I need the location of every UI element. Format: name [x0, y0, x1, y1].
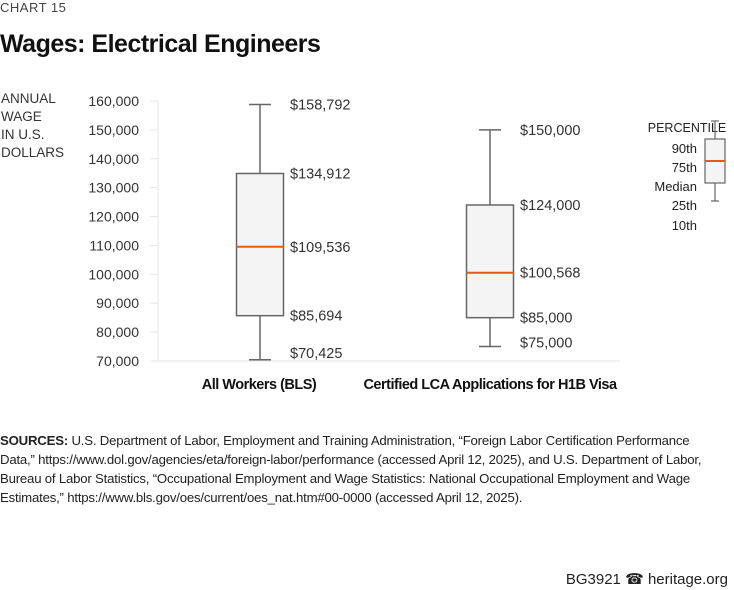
- y-tick-label: 130,000: [88, 180, 139, 196]
- y-tick-label: 90,000: [96, 295, 139, 311]
- sources-text: U.S. Department of Labor, Employment and…: [0, 433, 702, 505]
- value-label: $70,425: [290, 346, 342, 362]
- y-tick-label: 150,000: [88, 122, 139, 138]
- box-iqr: [235, 172, 285, 317]
- y-tick-label: 140,000: [88, 151, 139, 167]
- legend-item: 10th: [672, 218, 697, 233]
- chart-title: Wages: Electrical Engineers: [0, 30, 321, 58]
- category-label: All Workers (BLS): [202, 377, 317, 393]
- value-label: $85,694: [290, 309, 342, 325]
- box-iqr: [465, 204, 515, 319]
- value-label: $85,000: [520, 311, 572, 327]
- y-axis-label-line: WAGE: [1, 109, 42, 124]
- value-label: $109,536: [290, 240, 350, 256]
- y-axis-label-line: DOLLARS: [1, 145, 65, 160]
- y-axis-label-line: IN U.S.: [1, 127, 45, 142]
- y-tick-label: 70,000: [96, 353, 139, 369]
- sources-note: SOURCES: U.S. Department of Labor, Emplo…: [0, 431, 720, 507]
- site-name: heritage.org: [647, 571, 728, 588]
- report-code: BG3921: [565, 571, 621, 588]
- y-axis-label-line: ANNUAL: [1, 91, 56, 106]
- footer: BG3921 ☎ heritage.org: [566, 570, 728, 588]
- sources-label: SOURCES:: [0, 433, 69, 448]
- legend-title: PERCENTILE: [648, 121, 727, 135]
- value-label: $150,000: [520, 123, 580, 139]
- boxplot-chart: 70,000 80,000 90,000 100,000 110,000 120,000 1…: [88, 93, 727, 393]
- y-tick-label: 80,000: [96, 324, 139, 340]
- chart-kicker: CHART 15: [0, 0, 67, 15]
- value-label: $134,912: [290, 166, 350, 182]
- y-axis-label: ANNUAL WAGE IN U.S. DOLLARS: [1, 90, 76, 162]
- legend-item: Median: [654, 179, 697, 194]
- y-tick-label: 100,000: [88, 266, 139, 282]
- value-label: $158,792: [290, 97, 350, 113]
- value-label: $75,000: [520, 336, 572, 352]
- legend-item: 90th: [672, 141, 697, 156]
- y-tick-label: 110,000: [89, 237, 139, 253]
- legend-item: 25th: [672, 198, 697, 213]
- liberty-bell-icon: ☎: [625, 571, 644, 588]
- value-label: $124,000: [520, 198, 580, 214]
- y-tick-label: 160,000: [88, 93, 139, 109]
- y-tick-label: 120,000: [88, 209, 139, 225]
- value-label: $100,568: [520, 266, 580, 282]
- category-label: Certified LCA Applications for H1B Visa: [363, 377, 618, 393]
- legend-item: 75th: [672, 160, 697, 175]
